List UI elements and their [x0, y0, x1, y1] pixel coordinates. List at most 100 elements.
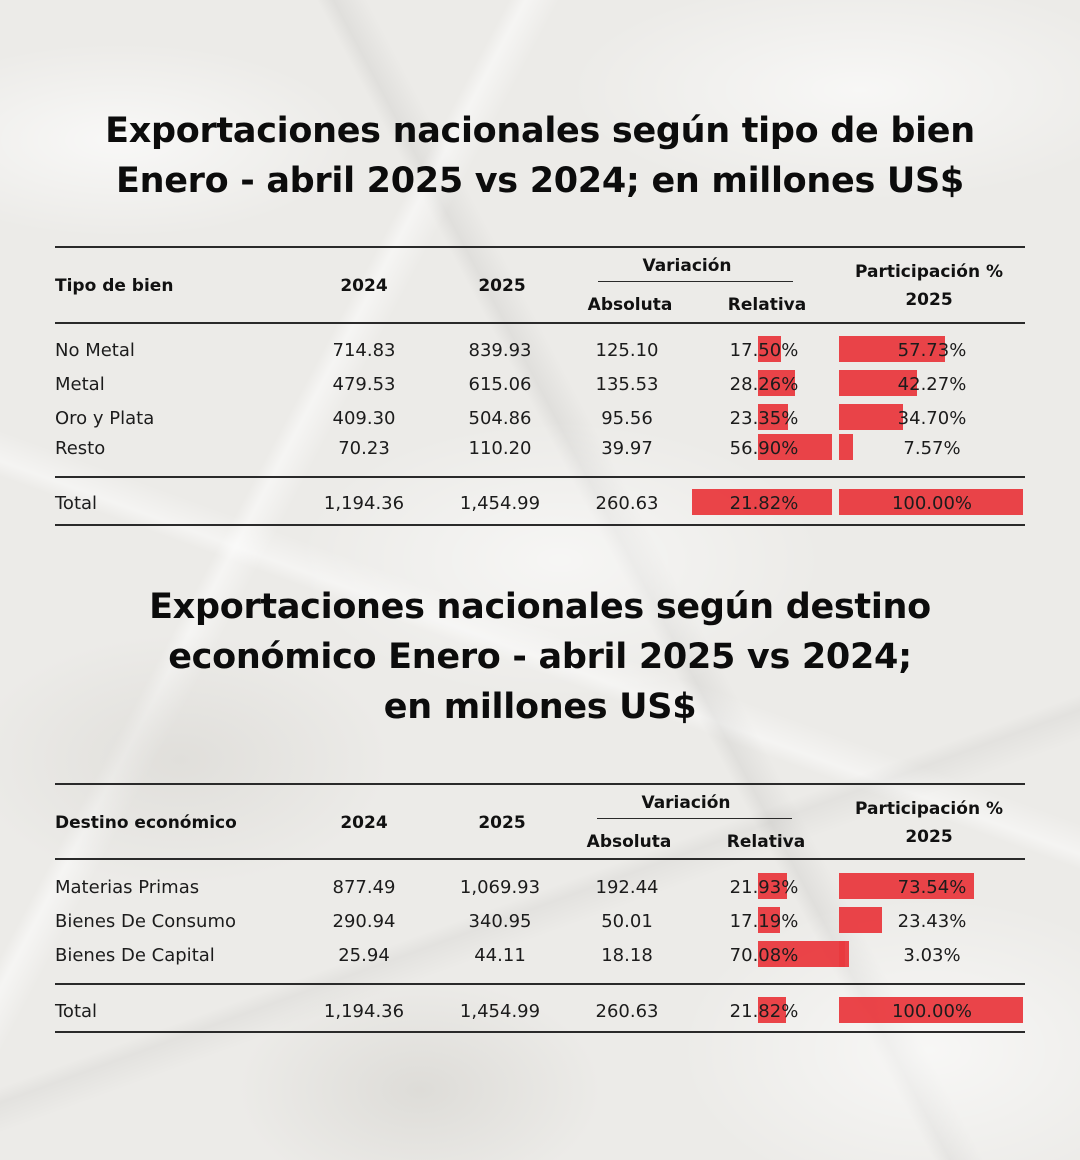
- table1-row-1-participacion: 57.73%: [897, 340, 967, 361]
- table2-header-participacion-year: 2025: [905, 827, 953, 847]
- table2-row-1-absoluta: 192.44: [595, 877, 659, 898]
- table1-row-4-relativa: 56.90%: [729, 438, 799, 459]
- table1-row-4-absoluta: 39.97: [601, 438, 653, 459]
- table2-row-2-participacion-bar: [839, 907, 883, 933]
- table2-row-3-absoluta: 18.18: [601, 945, 653, 966]
- table1-total-relativa: 21.82%: [729, 493, 799, 514]
- table2-top-rule: [55, 783, 1025, 785]
- table1-header-2025: 2025: [478, 276, 526, 296]
- table1-bottom-rule: [55, 524, 1025, 526]
- table2-total-participacion-bar: [839, 997, 1023, 1023]
- table2-row-3-value-2024: 25.94: [338, 945, 390, 966]
- table2-row-2-relativa: 17.19%: [729, 911, 799, 932]
- table2-header-variacion: Variación: [641, 793, 731, 813]
- table2-title: Exportaciones nacionales según destino e…: [0, 582, 1080, 732]
- table1-header-absoluta: Absoluta: [587, 295, 673, 315]
- table1-total-participacion: 100.00%: [891, 493, 973, 514]
- table2-bottom-rule: [55, 1031, 1025, 1033]
- table2-row-3-participacion-bar: [839, 941, 845, 967]
- table2-title-line-3: en millones US$: [383, 687, 697, 727]
- table2-total-value-2024: 1,194.36: [323, 1001, 405, 1022]
- table1-row-2-relativa-bar: [758, 370, 795, 396]
- table2-header-participacion: Participación %: [855, 799, 1003, 819]
- table2-row-1-value-2025: 1,069.93: [459, 877, 541, 898]
- table2-total-rule: [55, 983, 1025, 985]
- table1-row-1-participacion-bar: [839, 336, 946, 362]
- table1-row-3-relativa-bar: [758, 404, 789, 430]
- table1-total-rule: [55, 476, 1025, 478]
- table1-header-rule: [55, 322, 1025, 324]
- table2-row-1-value-2024: 877.49: [332, 877, 396, 898]
- table2-row-1-participacion-bar: [839, 873, 975, 899]
- table2-total-participacion: 100.00%: [891, 1001, 973, 1022]
- table1-variacion-rule: [598, 281, 793, 282]
- table2-header-category: Destino económico: [55, 813, 237, 833]
- table1-row-1-value-2025: 839.93: [468, 340, 532, 361]
- table2-header-relativa: Relativa: [726, 832, 806, 852]
- table2-row-3-relativa: 70.08%: [729, 945, 799, 966]
- table2-row-2-value-2024: 290.94: [332, 911, 396, 932]
- table2-row-3-name: Bienes De Capital: [55, 945, 215, 966]
- table2-row-3-participacion: 3.03%: [903, 945, 961, 966]
- table1-row-1-absoluta: 125.10: [595, 340, 659, 361]
- table1-total-relativa-bar: [692, 489, 832, 515]
- table1-header-2024: 2024: [340, 276, 388, 296]
- table1-row-1-value-2024: 714.83: [332, 340, 396, 361]
- table1-row-3-name: Oro y Plata: [55, 408, 155, 429]
- table2-row-2-value-2025: 340.95: [468, 911, 532, 932]
- table1-row-3-participacion-bar: [839, 404, 903, 430]
- table2-row-3-relativa-bar: [758, 941, 850, 967]
- table1-header-relativa: Relativa: [727, 295, 807, 315]
- table1-row-3-value-2025: 504.86: [468, 408, 532, 429]
- table1-row-3-relativa: 23.35%: [729, 408, 799, 429]
- table1-row-3-value-2024: 409.30: [332, 408, 396, 429]
- table2-header-rule: [55, 858, 1025, 860]
- table1-total-value-2024: 1,194.36: [323, 493, 405, 514]
- table1-row-4-participacion: 7.57%: [903, 438, 961, 459]
- table2-title-line-1: Exportaciones nacionales según destino: [149, 587, 931, 627]
- table2-row-2-relativa-bar: [758, 907, 781, 933]
- table1-row-2-relativa: 28.26%: [729, 374, 799, 395]
- table2-row-1-participacion: 73.54%: [897, 877, 967, 898]
- table2: Destino económico 2024 2025 Variación Ab…: [55, 783, 1025, 1033]
- table1-title-line-2: Enero - abril 2025 vs 2024; en millones …: [115, 161, 964, 201]
- table2-row-2-participacion: 23.43%: [897, 911, 967, 932]
- table1-row-2-value-2024: 479.53: [332, 374, 396, 395]
- table1-row-2-value-2025: 615.06: [468, 374, 532, 395]
- table2-total-value-2025: 1,454.99: [459, 1001, 541, 1022]
- table1-header-variacion: Variación: [642, 256, 732, 276]
- table1-header-category: Tipo de bien: [55, 276, 174, 296]
- table1-row-4-value-2024: 70.23: [338, 438, 390, 459]
- table2-variacion-rule: [597, 818, 792, 819]
- table1-row-2-participacion: 42.27%: [897, 374, 967, 395]
- table1-title: Exportaciones nacionales según tipo de b…: [0, 106, 1080, 206]
- table1-row-4-name: Resto: [55, 438, 106, 459]
- table2-header-2024: 2024: [340, 813, 388, 833]
- table2-row-2-absoluta: 50.01: [601, 911, 653, 932]
- table1-row-4-relativa-bar: [758, 434, 832, 460]
- table2-total-relativa-bar: [758, 997, 787, 1023]
- table2-row-1-name: Materias Primas: [55, 877, 200, 898]
- table1: Tipo de bien 2024 2025 Variación Absolut…: [0, 0, 1080, 540]
- table2-total-relativa: 21.82%: [729, 1001, 799, 1022]
- table1-row-1-relativa-bar: [758, 336, 781, 362]
- table2-header-2025: 2025: [478, 813, 526, 833]
- table1-total-value-2025: 1,454.99: [459, 493, 541, 514]
- table1-total-name: Total: [55, 493, 98, 514]
- table2-row-2-name: Bienes De Consumo: [55, 911, 236, 932]
- table1-row-1-relativa: 17.50%: [729, 340, 799, 361]
- table1-top-rule: [55, 246, 1025, 248]
- table1-row-3-participacion: 34.70%: [897, 408, 967, 429]
- table1-row-2-participacion-bar: [839, 370, 917, 396]
- table2-row-1-relativa-bar: [758, 873, 787, 899]
- table1-total-participacion-bar: [839, 489, 1023, 515]
- table1-header-participacion: Participación %: [855, 262, 1003, 282]
- table1-row-2-absoluta: 135.53: [595, 374, 659, 395]
- table1-header-participacion-year: 2025: [905, 290, 953, 310]
- table1-row-1-name: No Metal: [55, 340, 135, 361]
- table2-row-3-value-2025: 44.11: [474, 945, 526, 966]
- table1-row-4-participacion-bar: [839, 434, 853, 460]
- table1-total-absoluta: 260.63: [595, 493, 659, 514]
- table1-row-4-value-2025: 110.20: [468, 438, 532, 459]
- table2-row-1-relativa: 21.93%: [729, 877, 799, 898]
